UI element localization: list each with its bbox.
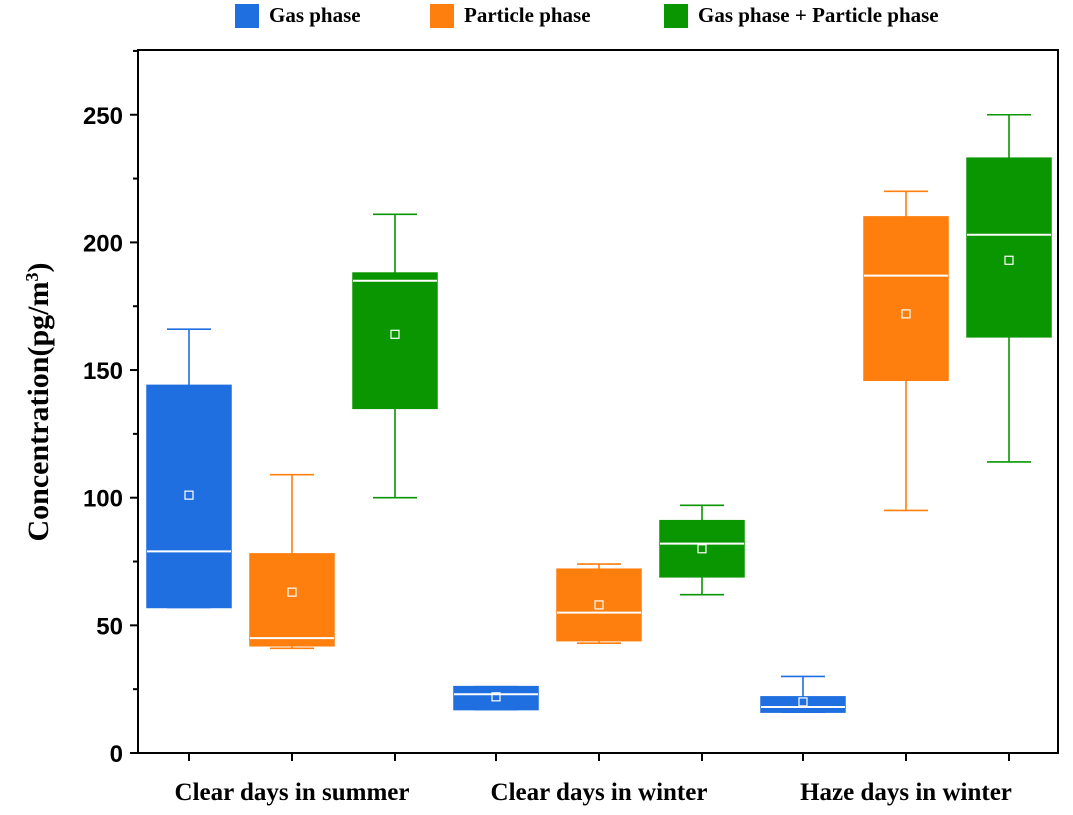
box-iqr: [863, 216, 949, 382]
box-0-0: [146, 328, 232, 609]
box-iqr: [249, 553, 335, 647]
y-axis-label: Concentration(pg/m3): [22, 263, 55, 542]
box-iqr: [352, 272, 438, 410]
legend-item-particle: Particle phase: [430, 3, 591, 28]
x-tick-label: Clear days in winter: [491, 779, 708, 806]
box-iqr: [966, 157, 1052, 338]
box-1-2: [863, 190, 949, 512]
mean-marker: [1004, 255, 1014, 265]
box-2-1: [659, 504, 745, 596]
mean-marker: [287, 587, 297, 597]
y-tick-label: 0: [110, 741, 123, 768]
y-axis-ticks: 0 50 100 150 200 250: [83, 49, 138, 768]
legend-label-total: Gas phase + Particle phase: [698, 3, 939, 27]
box-iqr: [556, 568, 642, 642]
x-axis-ticks: Clear days in summer Clear days in winter…: [175, 753, 1012, 806]
mean-marker: [184, 490, 194, 500]
legend-label-gas: Gas phase: [269, 3, 361, 27]
box-iqr: [760, 696, 846, 713]
box-iqr: [146, 384, 232, 609]
box-0-2: [760, 675, 846, 713]
legend-swatch-total: [664, 3, 688, 28]
y-tick-label: 200: [83, 230, 123, 257]
box-2-2: [966, 113, 1052, 463]
x-tick-label: Clear days in summer: [175, 779, 410, 806]
x-tick-label: Haze days in winter: [800, 779, 1012, 806]
mean-marker: [901, 309, 911, 319]
mean-marker: [798, 697, 808, 707]
mean-marker: [491, 692, 501, 702]
legend-swatch-particle: [430, 3, 454, 28]
box-1-0: [249, 473, 335, 650]
legend-label-particle: Particle phase: [464, 3, 591, 27]
box-2-0: [352, 213, 438, 499]
box-iqr: [453, 685, 539, 711]
y-tick-label: 100: [83, 486, 123, 513]
mean-marker: [594, 600, 604, 610]
legend-item-gas: Gas phase: [235, 3, 361, 28]
box-1-1: [556, 563, 642, 645]
box-plots: [146, 113, 1052, 713]
box-iqr: [659, 519, 745, 578]
box-0-1: [453, 685, 539, 711]
legend-item-total: Gas phase + Particle phase: [664, 3, 939, 28]
mean-marker: [697, 544, 707, 554]
y-tick-label: 250: [83, 103, 123, 130]
y-tick-label: 150: [83, 358, 123, 385]
y-tick-label: 50: [96, 613, 123, 640]
legend: Gas phase Particle phase Gas phase + Par…: [0, 3, 1073, 35]
mean-marker: [390, 329, 400, 339]
legend-swatch-gas: [235, 3, 259, 28]
